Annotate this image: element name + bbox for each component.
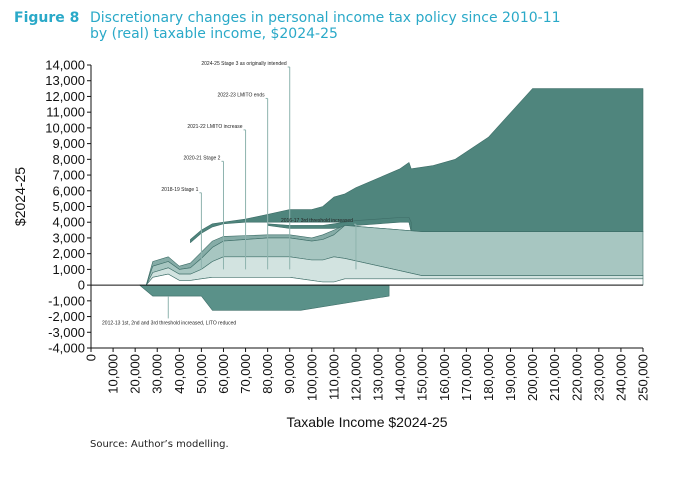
y-axis-title: $2024-25 — [12, 167, 28, 226]
x-axis-title: Taxable Income $2024-25 — [286, 414, 447, 430]
x-tick-label: 240,000 — [613, 354, 628, 401]
y-tick-label: -3,000 — [48, 325, 85, 340]
annotation-label-2021-22-lmito-increase: 2021-22 LMITO increase — [187, 124, 242, 130]
x-tick-label: 150,000 — [415, 354, 430, 401]
figure-title-line-1: Discretionary changes in personal income… — [90, 10, 561, 26]
y-tick-label: -1,000 — [48, 293, 85, 308]
x-tick-label: 180,000 — [481, 354, 496, 401]
y-tick-label: 14,000 — [45, 58, 85, 73]
y-tick-label: -2,000 — [48, 309, 85, 324]
area-band-2024-25-stage-3-as-originally-intended — [190, 88, 644, 243]
annotation-label-2012-13-1st-2nd-and-3rd-threshold-increased-lito-reduced: 2012-13 1st, 2nd and 3rd threshold incre… — [102, 320, 236, 326]
x-tick-label: 80,000 — [260, 354, 275, 394]
x-tick-label: 120,000 — [348, 354, 363, 401]
y-tick-label: 6,000 — [52, 183, 85, 198]
annotation-label-2018-19-stage-1: 2018-19 Stage 1 — [161, 187, 198, 193]
annotations: 2024-25 Stage 3 as originally intended 20… — [102, 61, 357, 326]
y-tick-label: 13,000 — [45, 73, 85, 88]
annotation-label-2016-17-3rd-threshold-increased: 2016-17 3rd threshold increased — [281, 218, 353, 224]
y-tick-label: -4,000 — [48, 341, 85, 356]
figure-title: Discretionary changes in personal income… — [90, 10, 610, 42]
x-tick-label: 160,000 — [437, 354, 452, 401]
y-tick-label: 0 — [78, 278, 85, 293]
x-tick-label: 30,000 — [150, 354, 165, 394]
area-bands — [139, 88, 644, 311]
x-tick-label: 110,000 — [326, 354, 341, 400]
y-tick-label: 4,000 — [52, 215, 85, 230]
area-band-2012-13-1st-2nd-and-3rd-threshold-increased-lito-reduced — [139, 284, 390, 311]
y-tick-label: 9,000 — [52, 136, 85, 151]
y-tick-label: 11,000 — [46, 105, 85, 120]
source-note: Source: Author’s modelling. — [90, 439, 229, 450]
y-tick-label: 12,000 — [45, 89, 85, 104]
x-tick-label: 170,000 — [459, 354, 474, 401]
y-tick-label: 2,000 — [52, 246, 85, 261]
annotation-label-2020-21-stage-2: 2020-21 Stage 2 — [183, 155, 220, 161]
y-tick-label: 10,000 — [45, 120, 85, 135]
x-tick-label: 70,000 — [238, 354, 253, 394]
x-tick-label: 140,000 — [393, 354, 408, 401]
x-tick-label: 50,000 — [194, 354, 209, 394]
annotation-label-2022-23-lmito-ends: 2022-23 LMITO ends — [217, 92, 265, 98]
y-tick-label: 8,000 — [52, 152, 85, 167]
axes: 14,00013,00012,00011,00010,0009,0008,000… — [45, 58, 650, 402]
x-tick-label: 10,000 — [106, 354, 121, 394]
y-tick-label: 1,000 — [52, 262, 85, 277]
x-tick-label: 190,000 — [503, 354, 518, 401]
x-tick-label: 230,000 — [591, 354, 606, 401]
x-tick-label: 130,000 — [371, 354, 386, 401]
annotation-label-2024-25-stage-3-as-originally-intended: 2024-25 Stage 3 as originally intended — [201, 61, 287, 67]
figure-label: Figure 8 — [14, 10, 80, 26]
x-tick-label: 90,000 — [282, 354, 297, 394]
figure-title-line-2: by (real) taxable income, $2024-25 — [90, 26, 338, 42]
x-tick-label: 20,000 — [128, 354, 143, 394]
y-tick-label: 5,000 — [52, 199, 85, 214]
x-tick-label: 220,000 — [569, 354, 584, 401]
x-tick-label: 60,000 — [216, 354, 231, 394]
x-tick-label: 0 — [84, 354, 99, 361]
x-tick-label: 250,000 — [636, 354, 651, 401]
x-tick-label: 210,000 — [547, 354, 562, 401]
y-tick-label: 3,000 — [52, 230, 85, 245]
y-tick-label: 7,000 — [52, 168, 85, 183]
x-tick-label: 40,000 — [172, 354, 187, 394]
x-tick-label: 200,000 — [525, 354, 540, 401]
x-tick-label: 100,000 — [304, 354, 319, 401]
